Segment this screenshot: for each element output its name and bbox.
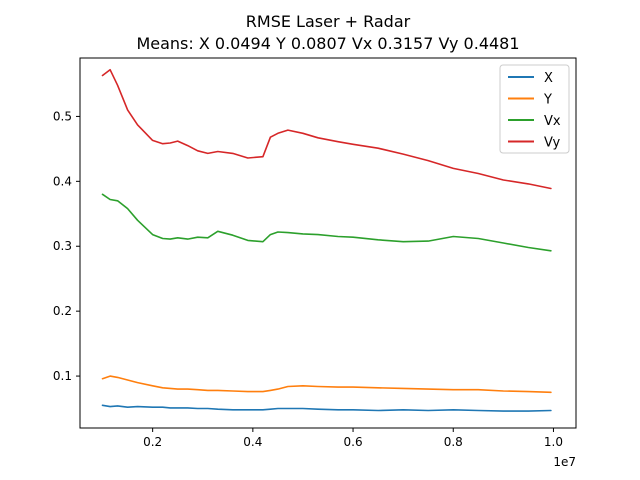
x-axis-offset-label: 1e7: [553, 455, 576, 469]
series-line-y: [101, 375, 552, 394]
y-tick-label: 0.3: [53, 239, 72, 253]
y-axis: 0.1 0.2 0.3 0.4 0.5: [53, 109, 80, 383]
x-tick-label: 1.0: [544, 435, 563, 449]
chart-subtitle: Means: X 0.0494 Y 0.0807 Vx 0.3157 Vy 0.…: [136, 34, 519, 53]
y-tick-label: 0.2: [53, 304, 72, 318]
series-line-x: [101, 404, 552, 412]
x-tick-label: 0.4: [243, 435, 262, 449]
x-axis: 0.2 0.4 0.6 0.8 1.0: [143, 428, 563, 449]
y-tick-label: 0.1: [53, 369, 72, 383]
y-tick-label: 0.5: [53, 109, 72, 123]
legend-label-vy: Vy: [544, 136, 561, 151]
series-line-vx: [101, 193, 552, 252]
axes-frame: [79, 57, 577, 429]
legend: XY Vx Vy: [499, 64, 570, 154]
legend-box: [499, 64, 570, 154]
legend-label-vx: Vx: [544, 114, 561, 129]
x-tick-label: 0.6: [344, 435, 363, 449]
x-tick-label: 0.2: [143, 435, 162, 449]
series-line-vy: [101, 68, 552, 190]
chart-title: RMSE Laser + Radar: [246, 12, 411, 31]
x-tick-label: 0.8: [444, 435, 463, 449]
y-tick-label: 0.4: [53, 174, 72, 188]
legend-label-y: Y: [543, 93, 552, 108]
plot-area: [101, 68, 552, 412]
legend-label-x: X: [544, 71, 553, 86]
